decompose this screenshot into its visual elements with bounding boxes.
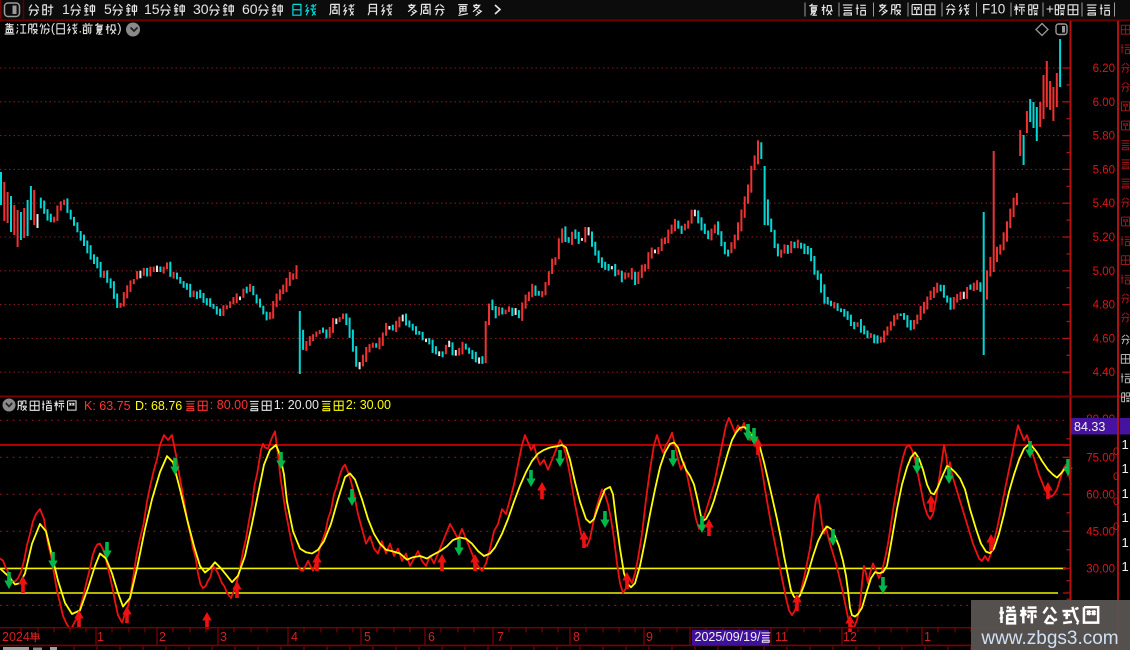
svg-text:60: 60: [242, 1, 258, 17]
svg-text:6.00: 6.00: [1093, 97, 1115, 109]
svg-text:5.80: 5.80: [1093, 131, 1115, 143]
svg-text:3: 3: [220, 630, 227, 644]
svg-text:6: 6: [428, 630, 435, 644]
svg-text:4.40: 4.40: [1093, 367, 1115, 379]
svg-text:4.80: 4.80: [1093, 300, 1115, 312]
svg-text:1: 1: [1122, 535, 1129, 550]
svg-text:2: 30.00: 2: 30.00: [346, 398, 391, 412]
svg-text:0: 0: [1113, 446, 1119, 458]
svg-text:8: 8: [573, 630, 580, 644]
svg-text:1: 1: [1122, 437, 1129, 452]
svg-text:1: 1: [1122, 559, 1129, 574]
svg-text:(: (: [51, 21, 56, 36]
svg-text:30: 30: [193, 1, 209, 17]
svg-text:2025/09/19/: 2025/09/19/: [695, 630, 762, 644]
svg-text:5.40: 5.40: [1093, 198, 1115, 210]
svg-text:11: 11: [775, 630, 788, 644]
svg-text:1: 1: [1122, 510, 1129, 525]
svg-text:+: +: [1046, 2, 1054, 17]
svg-text:4.60: 4.60: [1093, 333, 1115, 345]
svg-text:45.00: 45.00: [1086, 526, 1115, 538]
svg-text:2024: 2024: [2, 630, 30, 644]
svg-text:9: 9: [646, 630, 653, 644]
svg-text:K: 63.75: K: 63.75: [84, 399, 131, 413]
svg-text:1: 1: [924, 630, 931, 644]
svg-text:0: 0: [1113, 471, 1119, 483]
svg-text:4: 4: [291, 630, 298, 644]
svg-text:7: 7: [497, 630, 504, 644]
svg-text:5: 5: [104, 1, 112, 17]
svg-text:15: 15: [144, 1, 160, 17]
svg-text:75.00: 75.00: [1086, 452, 1115, 464]
svg-text:0: 0: [1113, 521, 1119, 533]
svg-text:D: 68.76: D: 68.76: [135, 399, 182, 413]
svg-text:84.33: 84.33: [1074, 420, 1105, 434]
svg-text:1: 1: [1122, 461, 1129, 476]
svg-text:: 80.00: : 80.00: [210, 398, 248, 412]
svg-text:1: 1: [1122, 486, 1129, 501]
svg-text:30.00: 30.00: [1086, 563, 1115, 575]
svg-text:0: 0: [1113, 496, 1119, 508]
svg-text:.: .: [79, 21, 83, 36]
svg-text:5.60: 5.60: [1093, 164, 1115, 176]
svg-text:1: 1: [62, 1, 70, 17]
svg-text:12: 12: [843, 630, 857, 644]
svg-text:5.00: 5.00: [1093, 266, 1115, 278]
svg-text:1: 1: [97, 630, 104, 644]
svg-text:): ): [117, 21, 121, 36]
svg-text:60.00: 60.00: [1086, 489, 1115, 501]
svg-text:www.zbgs3.com: www.zbgs3.com: [980, 628, 1118, 649]
svg-text:F10: F10: [982, 2, 1005, 17]
svg-text:5: 5: [364, 630, 371, 644]
svg-text:1: 20.00: 1: 20.00: [274, 398, 319, 412]
svg-text:5.20: 5.20: [1093, 232, 1115, 244]
svg-text:6.20: 6.20: [1093, 63, 1115, 75]
svg-text:2: 2: [159, 630, 166, 644]
